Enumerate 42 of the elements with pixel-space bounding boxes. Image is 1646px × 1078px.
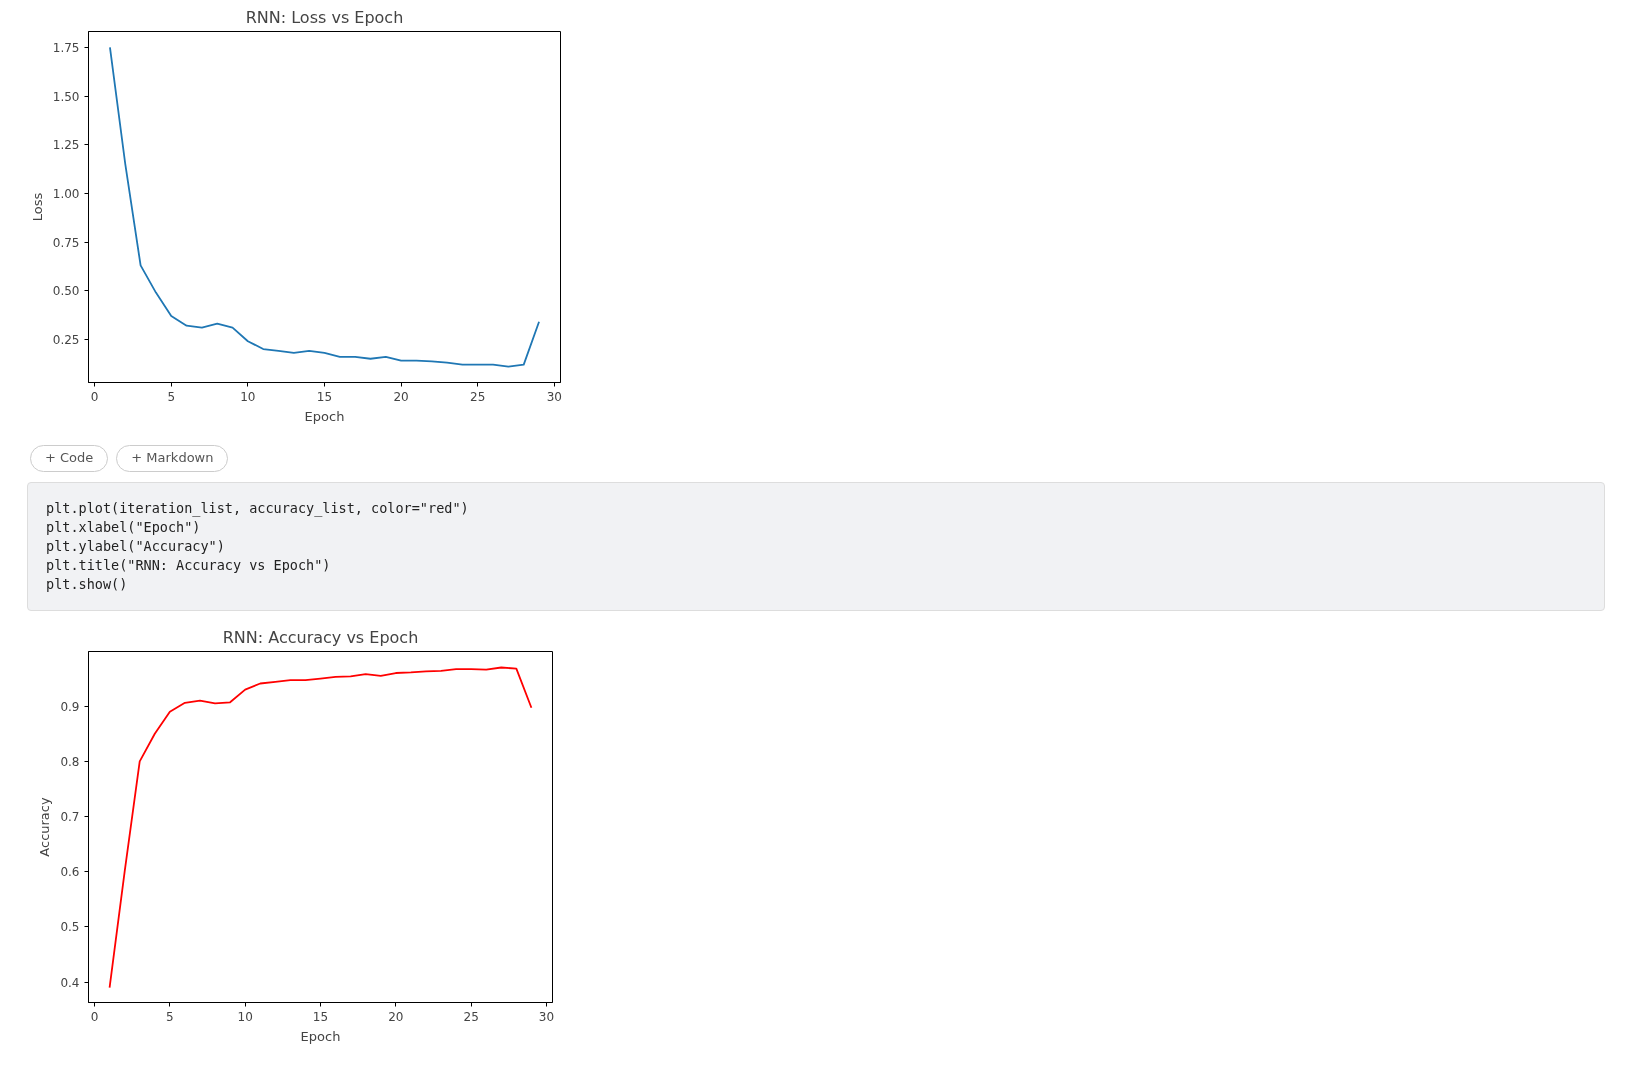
y-tick-label: 0.75: [52, 235, 80, 250]
y-tick-label: 0.9: [60, 699, 80, 714]
line-series: [108, 666, 533, 989]
text: plt.title("RNN: Accuracy vs Epoch"): [46, 556, 331, 573]
x-tick-label: 20: [388, 1009, 404, 1024]
x-tick-label: 15: [312, 1009, 329, 1024]
y-tick-label: 1.25: [52, 138, 80, 153]
chart-title: RNN: Loss vs Epoch: [245, 7, 404, 27]
chart-title: RNN: Accuracy vs Epoch: [222, 627, 419, 647]
y-tick-label: 1.50: [52, 89, 80, 104]
y-axis-title: Loss: [29, 192, 45, 222]
x-tick-label: 5: [167, 389, 176, 404]
x-tick-label: 5: [166, 1009, 174, 1024]
text: plt.plot(iteration_list, accuracy_list, color="red"): [46, 499, 469, 516]
text: + Markdown: [116, 445, 229, 472]
text: plt.xlabel("Epoch"): [46, 518, 201, 535]
text: + Code: [30, 445, 109, 472]
x-tick-label: 10: [237, 1009, 253, 1024]
line-series: [109, 46, 540, 368]
x-tick-label: 25: [470, 389, 486, 404]
y-tick-label: 1.00: [52, 186, 80, 201]
x-axis-title: Epoch: [304, 408, 345, 424]
x-axis-title: Epoch: [300, 1028, 341, 1044]
y-axis-title: Accuracy: [37, 797, 53, 857]
y-tick-label: 0.50: [52, 284, 80, 299]
text: plt.show(): [46, 575, 128, 592]
y-tick-label: 0.8: [60, 754, 80, 769]
x-tick-label: 30: [538, 1009, 555, 1024]
x-tick-label: 15: [316, 389, 333, 404]
text: plt.ylabel("Accuracy"): [46, 537, 225, 554]
x-tick-label: 25: [463, 1009, 479, 1024]
y-tick-label: 0.4: [60, 975, 80, 990]
x-tick-label: 10: [240, 389, 256, 404]
x-tick-label: 0: [90, 389, 99, 404]
y-tick-label: 1.75: [52, 40, 80, 55]
y-tick-label: 0.6: [60, 865, 80, 880]
y-tick-label: 0.5: [60, 920, 80, 935]
x-tick-label: 20: [393, 389, 409, 404]
y-tick-label: 0.25: [52, 332, 80, 347]
y-tick-label: 0.7: [60, 810, 80, 825]
x-tick-label: 0: [90, 1009, 99, 1024]
x-tick-label: 30: [546, 389, 563, 404]
